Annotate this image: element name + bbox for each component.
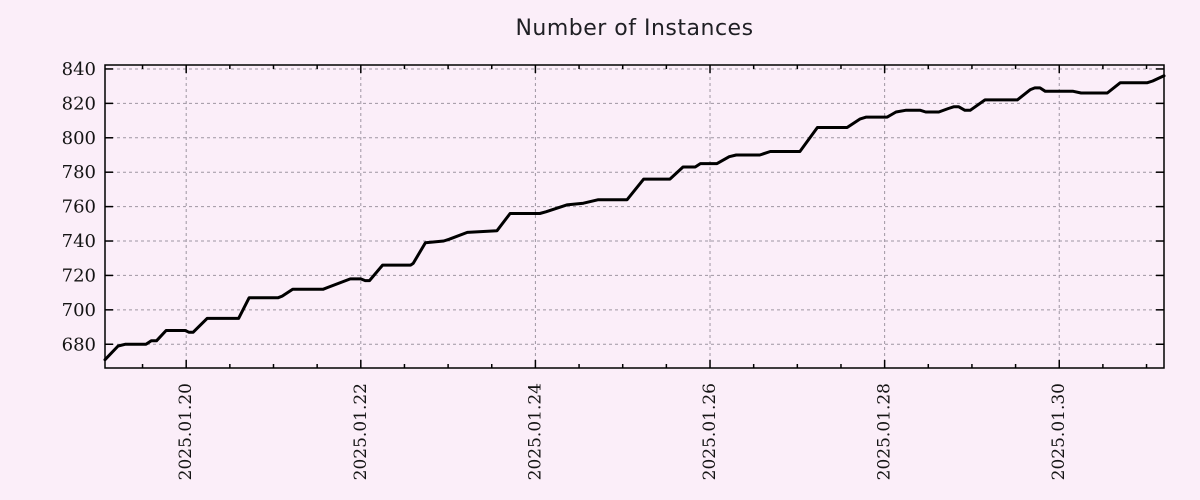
y-tick-label: 800 [62,128,96,149]
y-tick-label: 700 [62,300,96,321]
plot-border [104,64,1165,369]
y-tick-label: 720 [62,265,96,286]
x-tick-label: 2025.01.28 [875,383,895,480]
y-tick-label: 820 [62,93,96,114]
chart-title: Number of Instances [515,16,754,41]
x-tick-label: 2025.01.20 [176,383,196,480]
x-tick-label: 2025.01.26 [700,383,720,480]
y-tick-label: 760 [62,197,96,218]
data-line [103,74,1166,362]
x-tick-label: 2025.01.22 [351,383,371,480]
y-tick-label: 840 [62,59,96,80]
x-tick-label: 2025.01.24 [525,383,545,480]
y-tick-label: 680 [62,334,96,355]
y-tick-label: 740 [62,231,96,252]
x-tick-label: 2025.01.30 [1049,383,1069,480]
y-tick-label: 780 [62,162,96,183]
